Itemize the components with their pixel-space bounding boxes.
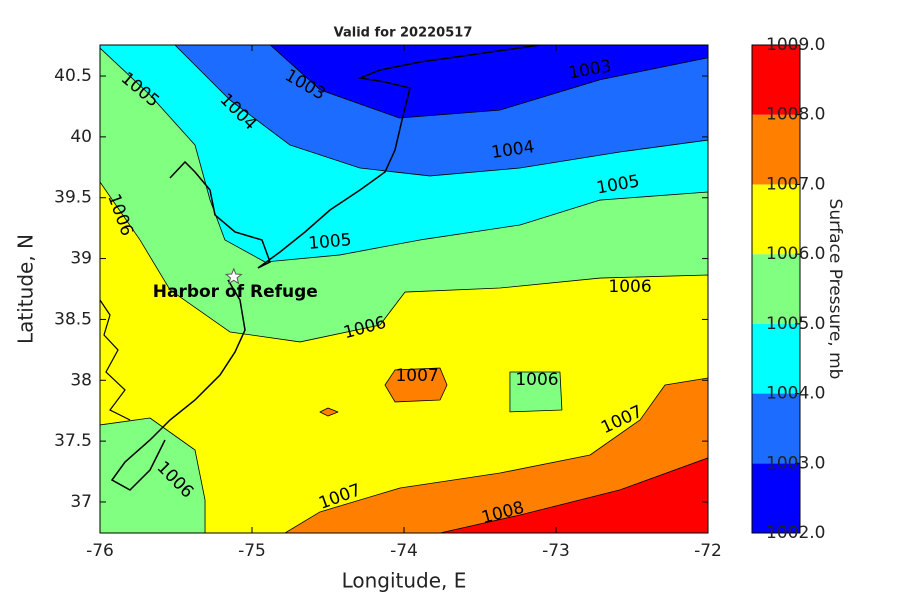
colorbar-band [752, 184, 800, 255]
contour-region [439, 457, 708, 533]
contour-label: 1006 [515, 370, 558, 390]
contour-label: 1005 [308, 230, 353, 254]
x-tick-label: -75 [238, 541, 266, 561]
x-tick-label: -76 [86, 541, 114, 561]
colorbar-tick-label: 1002.0 [766, 523, 825, 543]
contour-label: 1007 [395, 366, 438, 386]
colorbar-frame [751, 44, 801, 534]
colorbar-tick-label: 1008.0 [766, 105, 825, 125]
site-marker [224, 267, 243, 285]
y-tick-label: 39 [70, 249, 92, 269]
x-tick-label: -74 [390, 541, 418, 561]
x-tick-label: -72 [694, 541, 722, 561]
colorbar-tick-label: 1005.0 [766, 314, 825, 334]
contour-region [319, 407, 339, 417]
colorbar-tick-label: 1009.0 [766, 35, 825, 55]
y-tick-label: 40 [70, 127, 92, 147]
colorbar-band [752, 114, 800, 185]
axes: -76 -75 -74 -73 -72 37 37.5 38 38.5 39 39.5 40 40.5 [54, 45, 722, 561]
colorbar-band [752, 393, 800, 464]
colorbar-tick-label: 1003.0 [766, 453, 825, 473]
y-tick-label: 40.5 [54, 66, 92, 86]
contour-region [509, 371, 563, 413]
site-label: Harbor of Refuge [153, 282, 318, 302]
coastline [100, 45, 541, 491]
contour-label: 1006 [608, 277, 651, 297]
colorbar-label: Surface Pressure, mb [825, 199, 845, 380]
y-tick-label: 38.5 [54, 309, 92, 329]
y-tick-label: 37.5 [54, 431, 92, 451]
colorbar-band [752, 45, 800, 115]
colorbar-tick-label: 1007.0 [766, 174, 825, 194]
colorbar-tick-label: 1004.0 [766, 384, 825, 404]
contour-fill [100, 45, 708, 533]
y-tick-label: 39.5 [54, 188, 92, 208]
x-axis-label: Longitude, E [342, 569, 467, 593]
x-tick-label: -73 [542, 541, 570, 561]
colorbar-band [752, 463, 800, 533]
contour-region [100, 181, 708, 533]
chart-title: Valid for 20220517 [334, 26, 473, 41]
y-axis-label: Latitude, N [14, 234, 38, 344]
y-tick-label: 37 [70, 492, 92, 512]
contour-region [384, 367, 448, 403]
colorbar-band [752, 323, 800, 394]
colorbar-tick-label: 1006.0 [766, 244, 825, 264]
y-tick-label: 38 [70, 370, 92, 390]
colorbar-band [752, 254, 800, 324]
